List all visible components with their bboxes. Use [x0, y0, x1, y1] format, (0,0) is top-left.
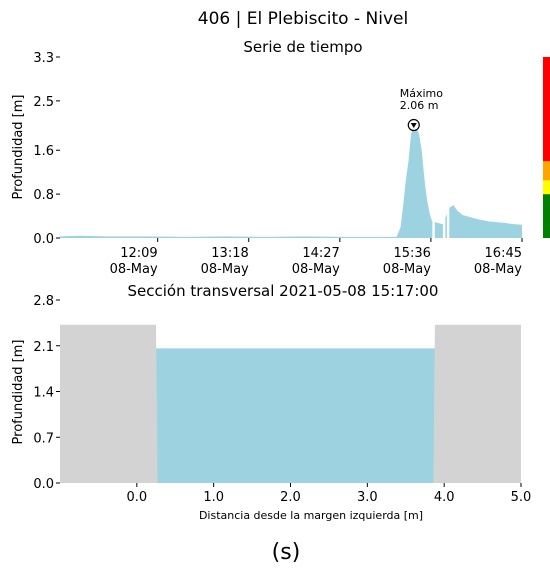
max-annotation: Máximo 2.06 m: [400, 87, 444, 132]
cs-plot-area: [60, 324, 521, 483]
ts-xtick-date: 08-May: [474, 262, 522, 277]
ts-ytick-label: 0.0: [33, 232, 54, 247]
figure-caption: (s): [272, 540, 301, 565]
ts-xtick-time: 12:09: [120, 246, 157, 261]
cs-xtick-label: 0.0: [126, 490, 147, 505]
alert-segment-caution: [543, 180, 550, 195]
ts-xtick-date: 08-May: [201, 262, 249, 277]
ts-x-axis: 12:0908-May13:1808-May14:2708-May15:3608…: [110, 238, 523, 277]
cs-xtick-label: 2.0: [280, 490, 301, 505]
cs-xtick-label: 1.0: [203, 490, 224, 505]
cs-ylabel: Profundidad [m]: [11, 340, 26, 445]
figure-title: 406 | El Plebiscito - Nivel: [198, 9, 408, 29]
max-annotation-value: 2.06 m: [400, 99, 439, 112]
cs-xlabel: Distancia desde la margen izquierda [m]: [199, 509, 423, 522]
max-marker-arrow: [410, 123, 417, 129]
ts-area: [60, 125, 522, 238]
ts-xtick-date: 08-May: [292, 262, 340, 277]
time-series-chart: Serie de tiempo Profundidad [m] 0.0 0.8 1.…: [11, 38, 550, 277]
ts-xtick-time: 13:18: [211, 246, 248, 261]
cs-xtick-label: 5.0: [511, 490, 532, 505]
alert-segment-warning: [543, 161, 550, 181]
ts-title: Serie de tiempo: [243, 38, 362, 56]
ts-ytick-label: 2.5: [33, 95, 54, 110]
cs-x-axis: 0.0 1.0 2.0 3.0 4.0 5.0: [126, 483, 531, 505]
ts-xtick-date: 08-May: [110, 262, 158, 277]
ts-plot-area: [60, 57, 522, 239]
ts-gap: [432, 57, 435, 239]
ts-xtick-time: 16:45: [485, 246, 522, 261]
alert-level-bar: [543, 57, 550, 238]
cs-title: Sección transversal 2021-05-08 15:17:00: [128, 282, 439, 300]
cs-xtick-label: 4.0: [434, 490, 455, 505]
ts-xtick-date: 08-May: [383, 262, 431, 277]
channel-banks: [60, 324, 521, 483]
ts-gap: [442, 57, 446, 239]
ts-xtick-time: 14:27: [302, 246, 339, 261]
alert-segment-alert: [543, 57, 550, 162]
cs-ytick-label: 0.7: [33, 431, 54, 446]
cross-section-chart: Sección transversal 2021-05-08 15:17:00 …: [11, 282, 531, 522]
ts-ytick-label: 3.3: [33, 51, 54, 66]
ts-ytick-label: 0.8: [33, 188, 54, 203]
cs-y-axis: 0.0 0.7 1.4 2.1 2.8: [33, 294, 60, 492]
max-annotation-label: Máximo: [400, 87, 444, 100]
ts-y-axis: 0.0 0.8 1.6 2.5 3.3: [33, 51, 60, 247]
ts-gap: [446, 57, 450, 239]
ts-ytick-label: 1.6: [33, 144, 54, 159]
ts-ylabel: Profundidad [m]: [11, 95, 26, 200]
ts-xtick-time: 15:36: [393, 246, 430, 261]
cs-ytick-label: 2.8: [33, 294, 54, 309]
cs-ytick-label: 2.1: [33, 340, 54, 355]
cs-ytick-label: 0.0: [33, 477, 54, 492]
cs-ytick-label: 1.4: [33, 386, 54, 401]
alert-segment-normal: [543, 194, 550, 238]
cs-xtick-label: 3.0: [357, 490, 378, 505]
